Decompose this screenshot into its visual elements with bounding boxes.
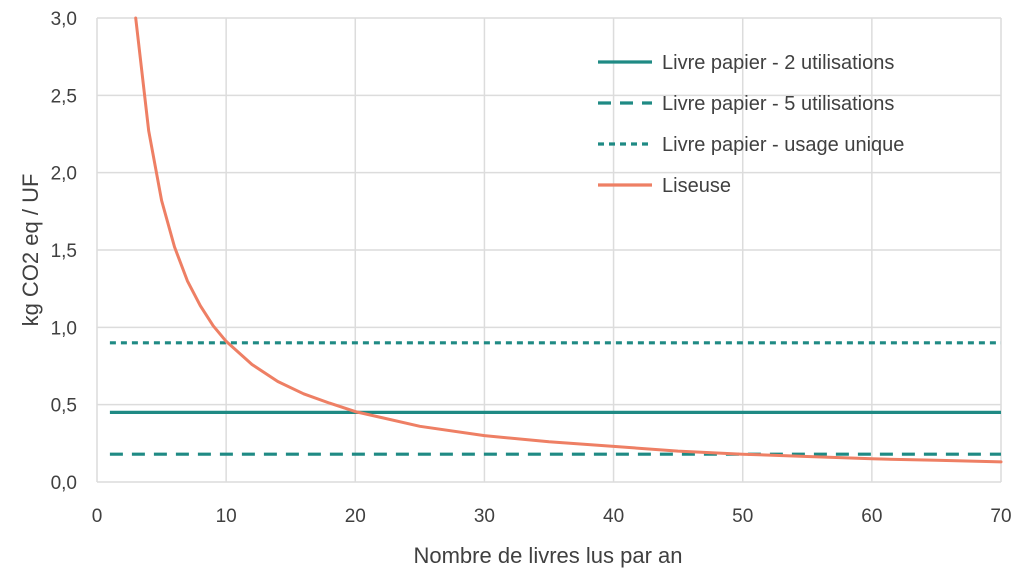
legend-label: Livre papier - usage unique [662,134,904,156]
y-axis-ticks: 0,0 0,5 1,0 1,5 2,0 2,5 3,0 [51,9,77,494]
x-tick-label: 30 [474,506,495,527]
series-line-4 [134,16,1003,464]
x-tick-label: 70 [990,506,1011,527]
y-tick-label: 0,5 [51,396,77,417]
x-tick-label: 60 [861,506,882,527]
x-axis-ticks: 0 10 20 30 40 50 60 70 [92,506,1012,527]
x-tick-label: 50 [732,506,753,527]
x-tick-label: 20 [345,506,366,527]
legend-label: Liseuse [662,175,731,197]
x-tick-label: 10 [216,506,237,527]
y-axis-title: kg CO2 eq / UF [18,174,43,327]
y-tick-label: 1,0 [51,318,77,339]
legend-label: Livre papier - 2 utilisations [662,52,894,74]
series-lines [109,16,1003,464]
x-axis-title: Nombre de livres lus par an [413,543,682,568]
y-tick-label: 3,0 [51,9,77,30]
y-tick-label: 0,0 [51,473,77,494]
y-tick-label: 2,0 [51,164,77,185]
legend: Livre papier - 2 utilisations Livre papie… [598,52,904,197]
x-tick-label: 40 [603,506,624,527]
y-tick-label: 1,5 [51,241,77,262]
y-tick-label: 2,5 [51,86,77,107]
grid [96,17,1002,483]
x-tick-label: 0 [92,506,103,527]
legend-label: Livre papier - 5 utilisations [662,93,894,115]
